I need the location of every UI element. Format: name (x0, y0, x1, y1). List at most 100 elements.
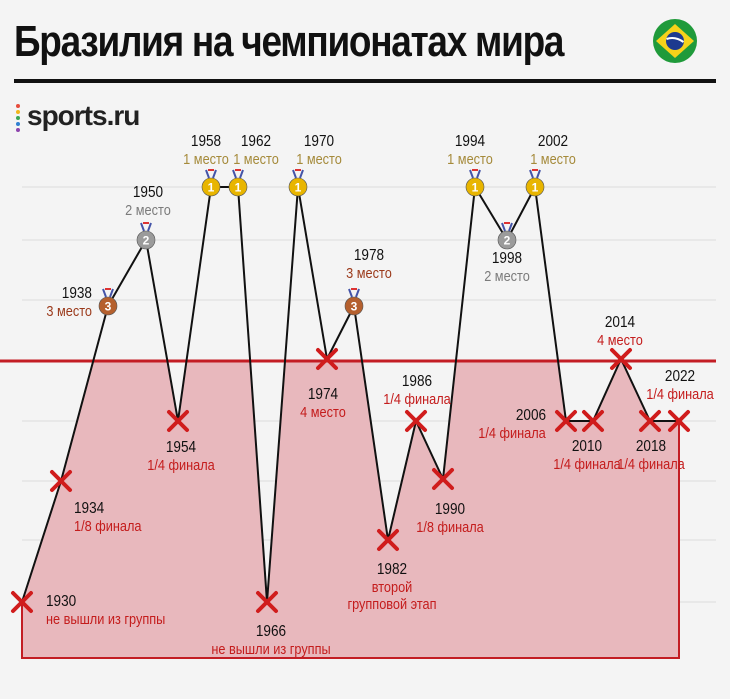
medal-disc (525, 177, 545, 197)
series-line (21, 186, 679, 603)
result-label: 1/4 финала (646, 385, 714, 402)
medal-disc (497, 230, 517, 250)
x-stroke (50, 470, 72, 492)
year-label: 1938 (62, 285, 92, 302)
year-label: 1994 (455, 133, 485, 150)
miss-marker-icon (610, 348, 632, 370)
result-label: 4 место (597, 331, 643, 348)
miss-marker-icon (377, 529, 399, 551)
medal-ribbon (469, 169, 481, 179)
year-label: 1974 (308, 386, 338, 403)
title-underline (14, 79, 716, 83)
x-stroke (316, 348, 338, 370)
medal-ribbon (348, 288, 360, 298)
result-label: 2 место (125, 201, 171, 218)
x-stroke (11, 591, 33, 613)
x-stroke (377, 529, 399, 551)
miss-marker-icon (50, 470, 72, 492)
medal-number: 1 (295, 181, 302, 195)
x-stroke (405, 410, 427, 432)
medal-number: 2 (504, 234, 511, 248)
page-title: Бразилия на чемпионатах мира (14, 17, 564, 66)
year-label: 2002 (538, 133, 568, 150)
miss-marker-icon (582, 410, 604, 432)
result-label: 2 место (484, 267, 530, 284)
year-label: 1998 (492, 250, 522, 267)
result-label: групповой этап (347, 595, 436, 612)
medal-ribbon (529, 169, 541, 179)
year-label: 2010 (572, 438, 602, 455)
medal-ribbon (102, 288, 114, 298)
year-label: 1986 (402, 373, 432, 390)
x-stroke (555, 410, 577, 432)
medal-disc (228, 177, 248, 197)
logo-dots-icon (16, 104, 21, 134)
year-label: 2022 (665, 368, 695, 385)
result-label: 1/4 финала (553, 455, 621, 472)
result-label: 1/4 финала (478, 424, 546, 441)
medal-number: 1 (208, 181, 215, 195)
medal-disc (136, 230, 156, 250)
x-stroke (639, 410, 661, 432)
x-stroke (668, 410, 690, 432)
gold-medal-icon: 1 (288, 169, 308, 197)
year-label: 1934 (74, 500, 104, 517)
x-stroke (167, 410, 189, 432)
year-label: 2014 (605, 314, 635, 331)
result-label: 1/8 финала (74, 517, 142, 534)
year-label: 1958 (191, 133, 221, 150)
chart-line (21, 186, 679, 603)
failure-area (22, 361, 679, 658)
x-stroke (256, 591, 278, 613)
miss-marker-icon (11, 591, 33, 613)
result-label: 1/8 финала (416, 518, 484, 535)
year-label: 1990 (435, 501, 465, 518)
result-label: 1/4 финала (617, 455, 685, 472)
bronze-medal-icon: 3 (98, 288, 118, 316)
chart-markers: 3 2 1 1 1 3 1 2 1 (11, 169, 690, 613)
year-label: 1954 (166, 439, 196, 456)
miss-marker-icon (316, 348, 338, 370)
result-label: 1/4 финала (383, 390, 451, 407)
miss-marker-icon (256, 591, 278, 613)
x-stroke (610, 348, 632, 370)
gold-medal-icon: 1 (228, 169, 248, 197)
medal-number: 3 (105, 300, 112, 314)
result-label: второй (372, 578, 413, 595)
year-label: 2006 (516, 407, 546, 424)
x-stroke (432, 468, 454, 490)
medal-ribbon (501, 222, 513, 232)
bronze-medal-icon: 3 (344, 288, 364, 316)
year-label: 2018 (636, 438, 666, 455)
silver-medal-icon: 2 (497, 222, 517, 250)
gold-medal-icon: 1 (525, 169, 545, 197)
miss-marker-icon (668, 410, 690, 432)
gold-medal-icon: 1 (201, 169, 221, 197)
year-label: 1978 (354, 247, 384, 264)
medal-disc (201, 177, 221, 197)
miss-marker-icon (555, 410, 577, 432)
medal-ribbon (140, 222, 152, 232)
result-label: 1 место (530, 150, 576, 167)
area-border (21, 421, 680, 659)
result-label: 4 место (300, 403, 346, 420)
result-label: 1 место (296, 150, 342, 167)
